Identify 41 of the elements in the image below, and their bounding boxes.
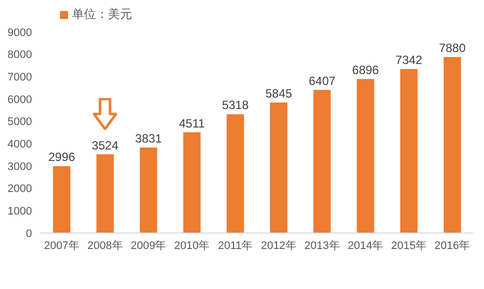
data-label: 6407 (308, 74, 336, 88)
data-label: 3831 (135, 131, 162, 146)
bar (140, 147, 158, 233)
bar (400, 69, 418, 233)
bar (53, 166, 70, 233)
data-label: 6896 (352, 62, 380, 77)
y-tick-label: 0 (26, 228, 32, 240)
x-tick-label: 2010年 (174, 240, 210, 252)
bar (96, 154, 114, 233)
y-tick-label: 4000 (8, 138, 32, 151)
bar (270, 102, 288, 233)
legend-label: 单位：美元 (72, 7, 132, 21)
y-tick-label: 2000 (8, 183, 32, 196)
x-tick-label: 2011年 (218, 240, 253, 252)
bar (444, 57, 461, 233)
bar (226, 114, 244, 233)
y-tick-label: 3000 (8, 160, 32, 173)
y-tick-label: 1000 (8, 206, 32, 218)
x-tick-label: 2007年 (44, 240, 80, 252)
data-label: 5318 (222, 98, 249, 112)
bar (183, 132, 201, 233)
y-tick-label: 8000 (8, 49, 32, 62)
data-label: 2996 (48, 150, 76, 164)
x-tick-label: 2009年 (130, 240, 166, 252)
x-tick-label: 2014年 (348, 240, 384, 252)
data-label: 5845 (265, 86, 292, 100)
data-label: 3524 (92, 138, 119, 152)
y-tick-label: 9000 (8, 26, 32, 39)
y-tick-label: 5000 (8, 116, 32, 128)
x-tick-label: 2012年 (260, 240, 296, 252)
bar (356, 78, 374, 233)
y-tick-label: 7000 (8, 72, 32, 84)
x-tick-label: 2013年 (304, 240, 340, 252)
x-tick-label: 2016年 (434, 240, 470, 252)
y-tick-label: 6000 (8, 94, 32, 106)
data-label: 7342 (396, 53, 423, 68)
x-tick-label: 2015年 (391, 240, 427, 252)
x-tick-label: 2008年 (87, 240, 123, 252)
data-label: 7880 (438, 41, 466, 56)
data-label: 4511 (178, 116, 206, 130)
bar (313, 90, 331, 233)
